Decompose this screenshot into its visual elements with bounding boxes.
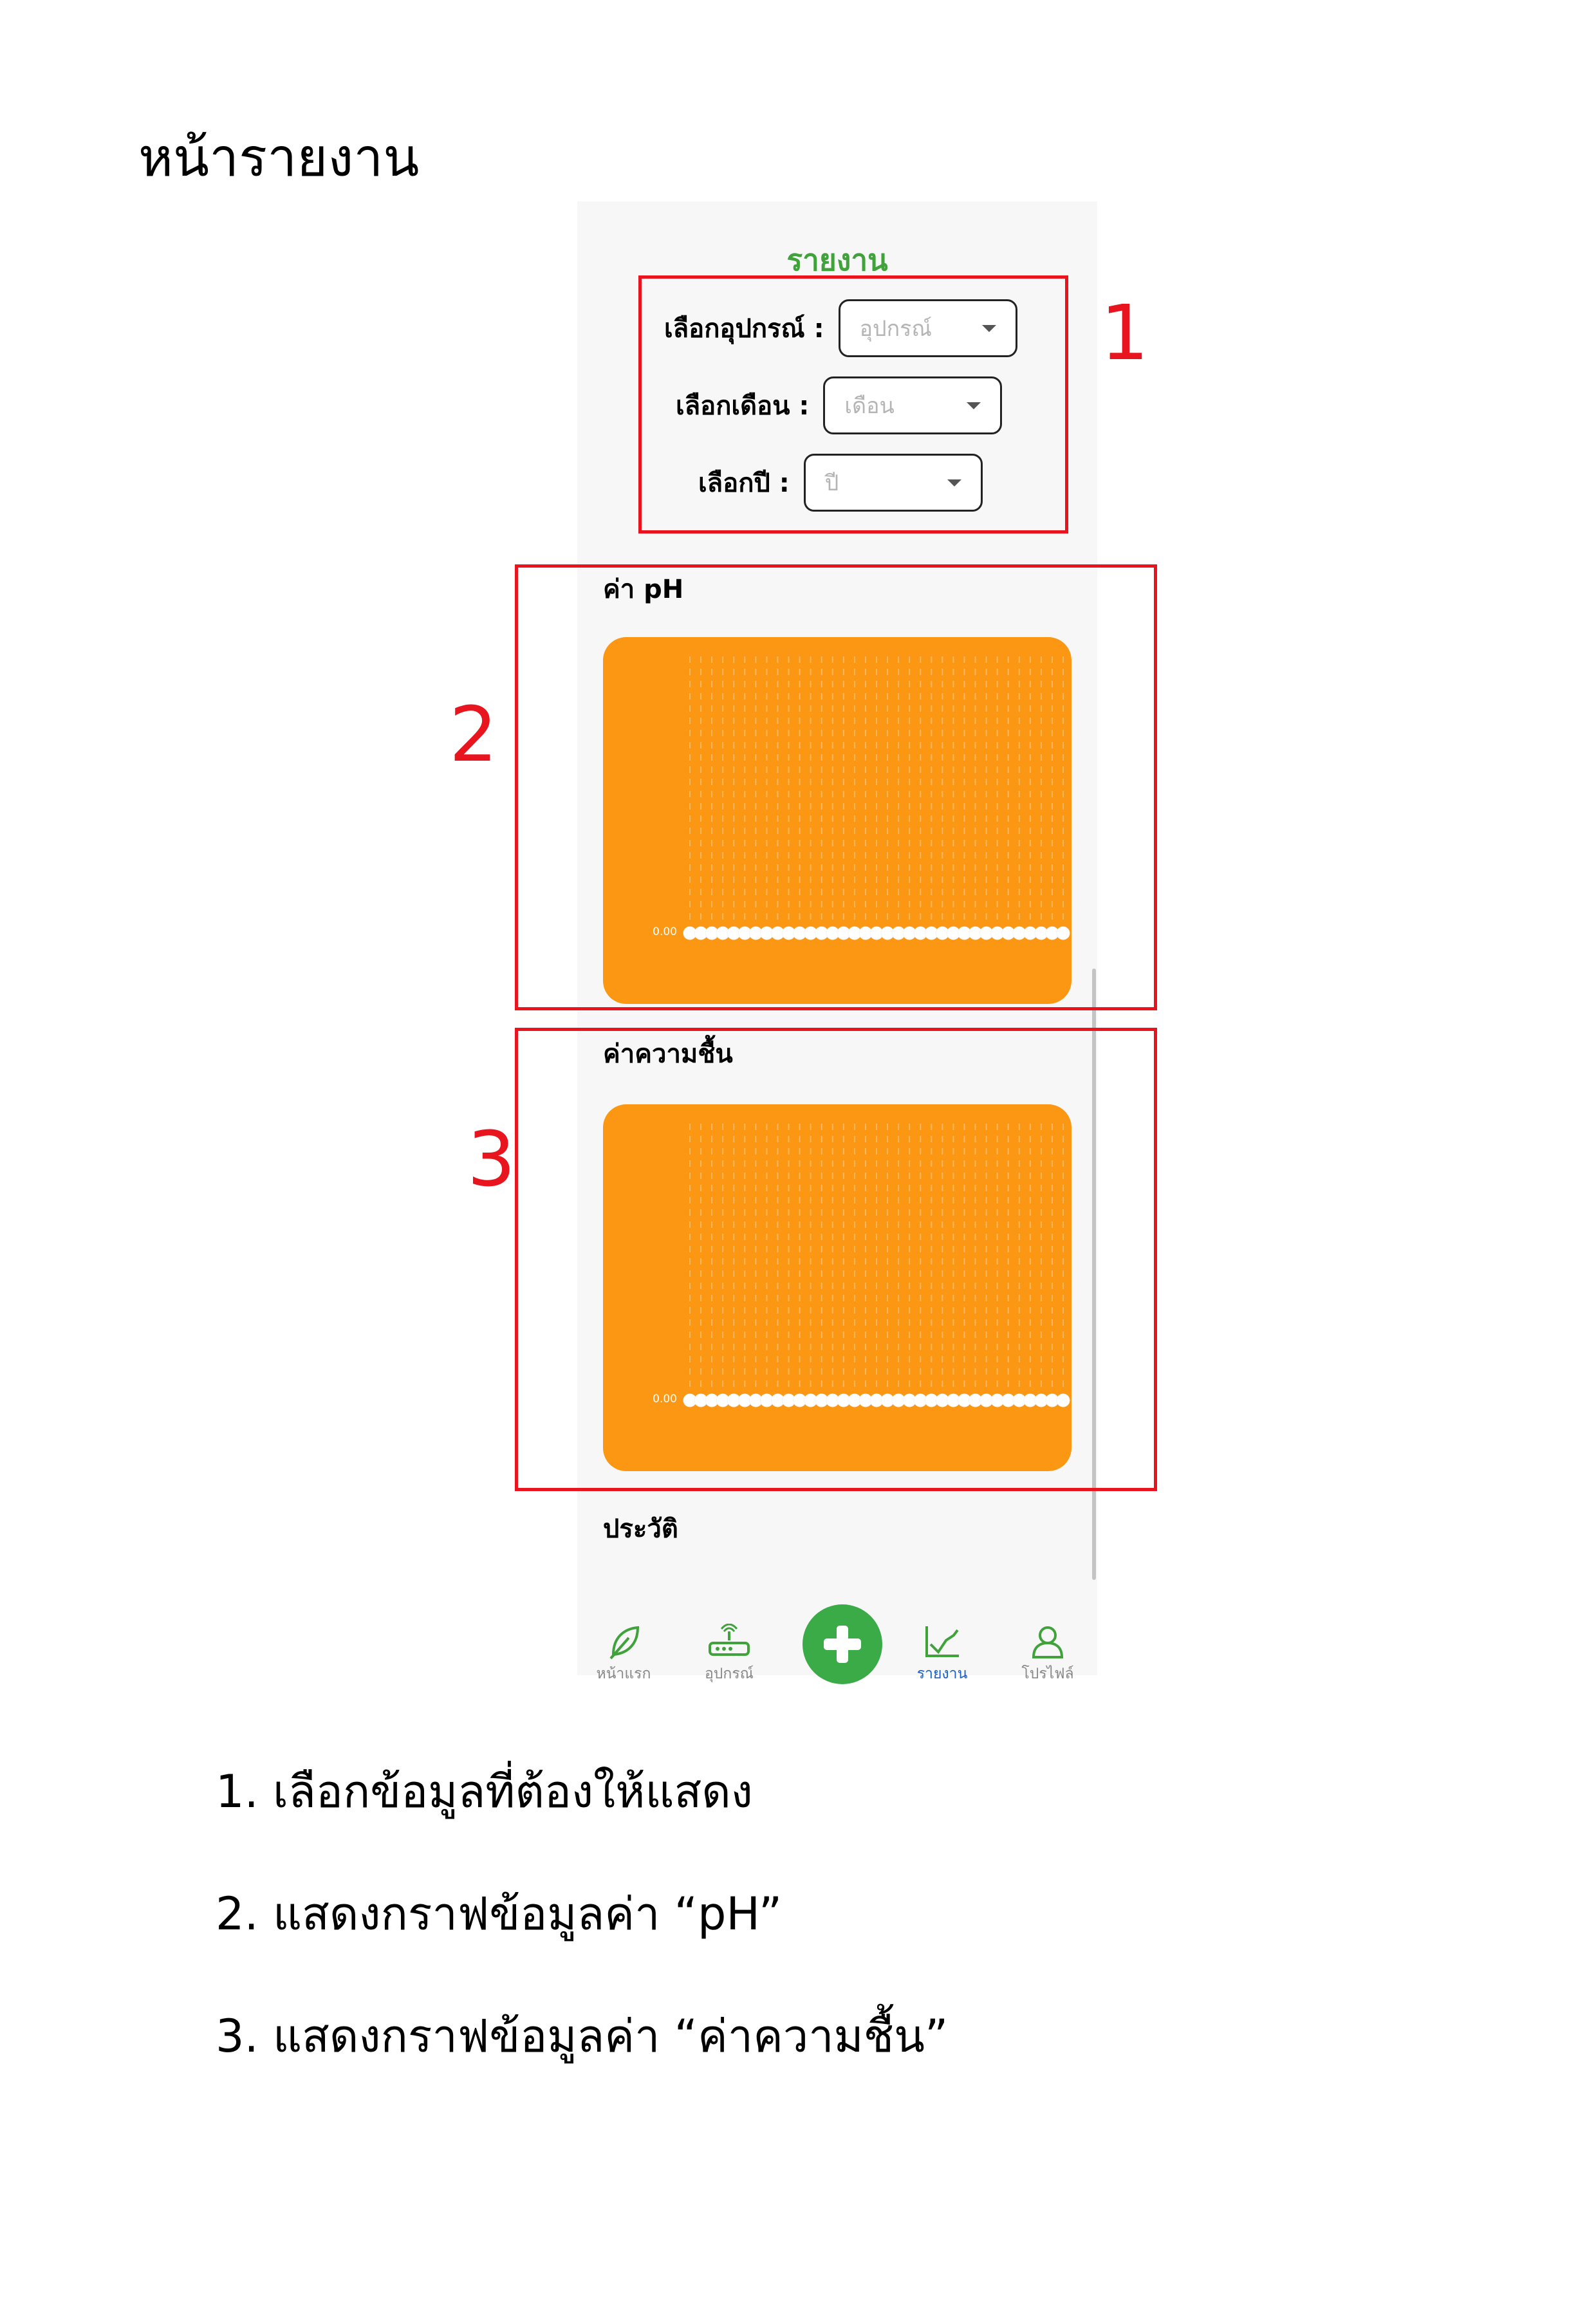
nav-item-home[interactable]: หน้าแรก [585, 1624, 662, 1685]
document-title: หน้ารายงาน [138, 127, 420, 189]
month-selector-row: เลือกเดือน : เดือน [676, 376, 1003, 434]
add-button[interactable] [803, 1604, 882, 1684]
device-selector-row: เลือกอุปกรณ์ : อุปกรณ์ [664, 299, 1017, 357]
ph-chart-svg: 0.00 [653, 656, 1070, 940]
nav-item-report[interactable]: รายงาน [904, 1624, 981, 1685]
router-icon [709, 1624, 750, 1656]
device-dropdown[interactable]: อุปกรณ์ [838, 299, 1017, 357]
data-point [1056, 1393, 1070, 1407]
annotation-number-3: 3 [467, 1115, 516, 1203]
month-selector-label: เลือกเดือน : [676, 391, 810, 421]
device-dropdown-placeholder: อุปกรณ์ [859, 316, 932, 342]
annotation-number-1: 1 [1100, 288, 1149, 377]
history-section-label: ประวัติ [603, 1514, 678, 1544]
annotation-box-3 [515, 1028, 1157, 1491]
humidity-section-label: ค่าความชื้น [603, 1039, 733, 1069]
annotation-box-1 [638, 275, 1068, 534]
nav-label-devices: อุปกรณ์ [704, 1666, 754, 1682]
caret-down-icon [947, 479, 961, 487]
year-dropdown[interactable]: ปี [803, 454, 983, 512]
humidity-chart-svg: 0.00 [653, 1124, 1070, 1407]
phone-screen: รายงาน เลือกอุปกรณ์ : อุปกรณ์ เลือกเดือน… [577, 201, 1097, 1684]
nav-item-devices[interactable]: อุปกรณ์ [691, 1624, 768, 1685]
month-dropdown[interactable]: เดือน [823, 376, 1003, 434]
caret-down-icon [967, 402, 981, 409]
plus-icon [824, 1626, 861, 1663]
y-tick-label: 0.00 [653, 925, 677, 938]
year-selector-row: เลือกปี : ปี [698, 454, 983, 512]
device-selector-label: เลือกอุปกรณ์ : [664, 314, 824, 344]
annotation-number-2: 2 [449, 690, 498, 779]
page-title: รายงาน [786, 243, 888, 277]
bottom-navigation: หน้าแรก อุปกรณ์ รายงาน [577, 1604, 1097, 1684]
caption-3: 3. แสดงกราฟข้อมูลค่า “ค่าความชื้น” [216, 2010, 949, 2063]
user-icon [1032, 1626, 1064, 1658]
y-tick-label: 0.00 [653, 1393, 677, 1406]
caption-1: 1. เลือกข้อมูลที่ต้องให้แสดง [216, 1765, 753, 1818]
scrollbar[interactable] [1092, 969, 1096, 1580]
month-dropdown-placeholder: เดือน [844, 393, 895, 419]
nav-label-report: รายงาน [916, 1666, 968, 1682]
year-selector-label: เลือกปี : [698, 469, 790, 498]
annotation-box-2 [515, 564, 1157, 1010]
caption-2: 2. แสดงกราฟข้อมูลค่า “pH” [216, 1888, 783, 1940]
leaf-icon [609, 1626, 640, 1660]
ph-section-label: ค่า pH [603, 575, 684, 604]
chart-line-icon [925, 1626, 959, 1657]
year-dropdown-placeholder: ปี [824, 470, 839, 496]
caret-down-icon [981, 324, 996, 332]
nav-label-home: หน้าแรก [596, 1666, 651, 1682]
humidity-chart: 0.00 [603, 1104, 1072, 1471]
data-point [1056, 926, 1070, 940]
nav-label-profile: โปรไฟล์ [1021, 1666, 1074, 1682]
nav-item-profile[interactable]: โปรไฟล์ [1009, 1624, 1086, 1685]
ph-chart: 0.00 [603, 637, 1072, 1004]
